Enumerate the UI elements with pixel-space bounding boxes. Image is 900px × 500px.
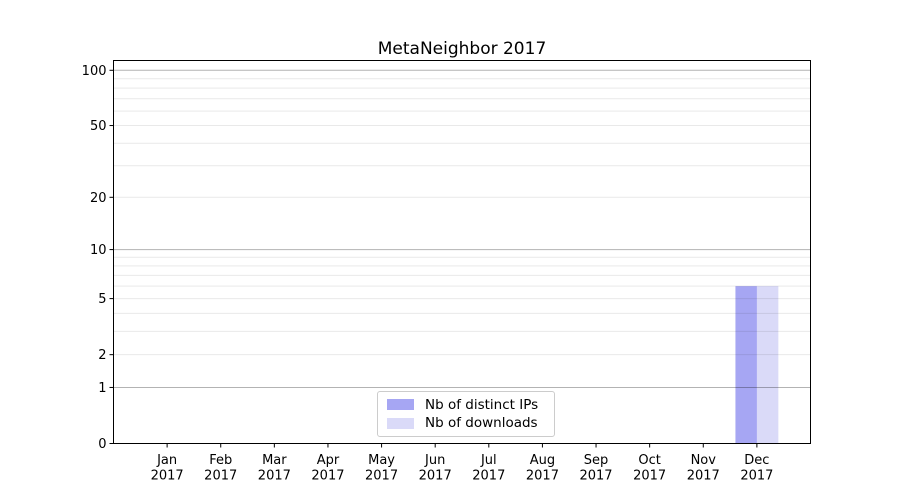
legend: Nb of distinct IPs Nb of downloads: [377, 391, 555, 437]
legend-label-downloads: Nb of downloads: [425, 415, 538, 432]
x-tick-label: Aug 2017: [526, 453, 559, 484]
y-tick-label: 100: [82, 64, 107, 79]
y-minor-gridlines: [113, 78, 811, 356]
x-ticks: [166, 443, 758, 448]
legend-swatch-distinct-ips: [387, 399, 414, 411]
legend-item-downloads: Nb of downloads: [378, 415, 554, 432]
y-tick-label: 20: [90, 191, 107, 206]
x-tick-labels: Jan 2017 Feb 2017 Mar 2017 Apr 2017 May 2017 Jun 20…: [151, 453, 774, 484]
legend-swatch-downloads: [387, 417, 414, 429]
y-tick-label: 50: [90, 119, 107, 134]
bars: [735, 286, 779, 444]
x-tick-label: Jul 2017: [472, 453, 505, 484]
x-tick-label: Oct 2017: [633, 453, 666, 484]
legend-item-distinct-ips: Nb of distinct IPs: [378, 396, 554, 413]
chart-title: MetaNeighbor 2017: [377, 39, 547, 59]
x-tick-label: Mar 2017: [258, 453, 291, 484]
y-tick-label: 2: [98, 348, 106, 363]
bar: [756, 286, 779, 444]
x-tick-label: May 2017: [365, 453, 398, 484]
x-tick-label: Apr 2017: [311, 453, 344, 484]
x-tick-label: Nov 2017: [687, 453, 720, 484]
x-tick-label: Dec 2017: [740, 453, 773, 484]
y-tick-label: 1: [98, 381, 106, 396]
x-tick-label: Feb 2017: [204, 453, 237, 484]
bar: [735, 286, 757, 444]
plot-border: [113, 60, 811, 444]
y-tick-label: 0: [98, 437, 106, 452]
x-tick-label: Jan 2017: [151, 453, 184, 484]
x-tick-label: Jun 2017: [419, 453, 452, 484]
y-ticks: [109, 69, 114, 444]
y-tick-labels: 0 1 2 5 10 20 50 100: [82, 64, 107, 452]
y-tick-label: 5: [98, 292, 106, 307]
y-major-gridlines: [113, 69, 811, 388]
series-downloads: [756, 286, 779, 444]
series-distinct-ips: [735, 286, 757, 444]
y-tick-label: 10: [90, 243, 107, 258]
x-tick-label: Sep 2017: [579, 453, 612, 484]
legend-label-distinct-ips: Nb of distinct IPs: [425, 396, 539, 413]
